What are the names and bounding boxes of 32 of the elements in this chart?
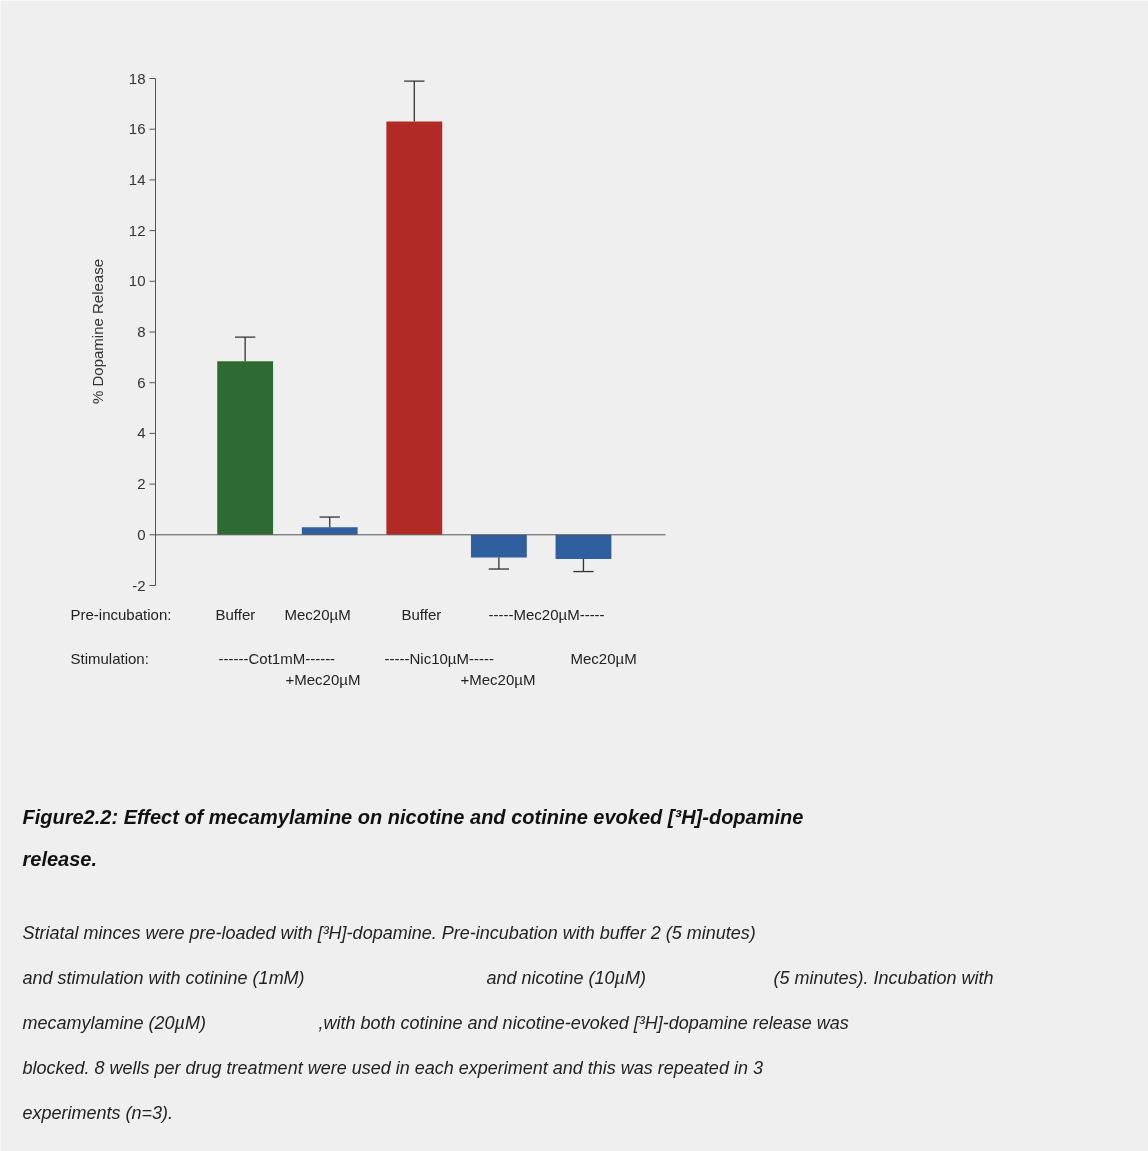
text: Mec20µM [284,606,351,623]
text: and stimulation with cotinine (1mM) [22,967,305,988]
y-axis-title: % Dopamine Release [89,258,106,405]
text: Pre-incubation: [70,606,172,623]
y-tick-label: 14 [128,170,146,188]
text: and nicotine (10µM) [486,967,646,988]
text: mecamylamine (20µM) [22,1012,206,1033]
text: +Mec20µM [460,671,536,688]
text: Stimulation: [70,650,149,667]
y-tick-label: 10 [128,272,146,290]
text: -----Nic10µM----- [384,650,494,667]
y-tick-label: 18 [128,69,146,87]
text: blocked. 8 wells per drug treatment were used in each experiment and this was repeated in 3 [22,1057,763,1078]
y-tick-label: -2 [132,576,146,594]
y-tick-label: 16 [128,120,146,138]
text: ,with both cotinine and nicotine-evoked [³H]-dopamine release was [318,1012,849,1033]
text: Striatal minces were pre-loaded with [³H]-dopamine. Pre-incubation with buffer 2 (5 minutes) [22,922,756,943]
text: Buffer [215,606,256,623]
text: Mec20µM [570,650,637,667]
text: Figure2.2: Effect of mecamylamine on nicotine and cotinine evoked [³H]-dopamine release. [22,805,804,870]
y-tick-label: 12 [128,221,146,239]
text: Buffer [401,606,442,623]
text: -----Mec20µM----- [488,606,605,623]
y-tick-label: 6 [137,373,146,391]
y-tick-label: 2 [137,475,146,493]
y-tick-label: 0 [137,525,146,543]
y-tick-label: 8 [137,323,146,340]
text: experiments (n=3). [22,1102,174,1123]
y-tick-label: 4 [137,424,146,442]
text: +Mec20µM [285,671,361,688]
text: ------Cot1mM------ [218,650,336,667]
text: (5 minutes). Incubation with [773,967,994,988]
